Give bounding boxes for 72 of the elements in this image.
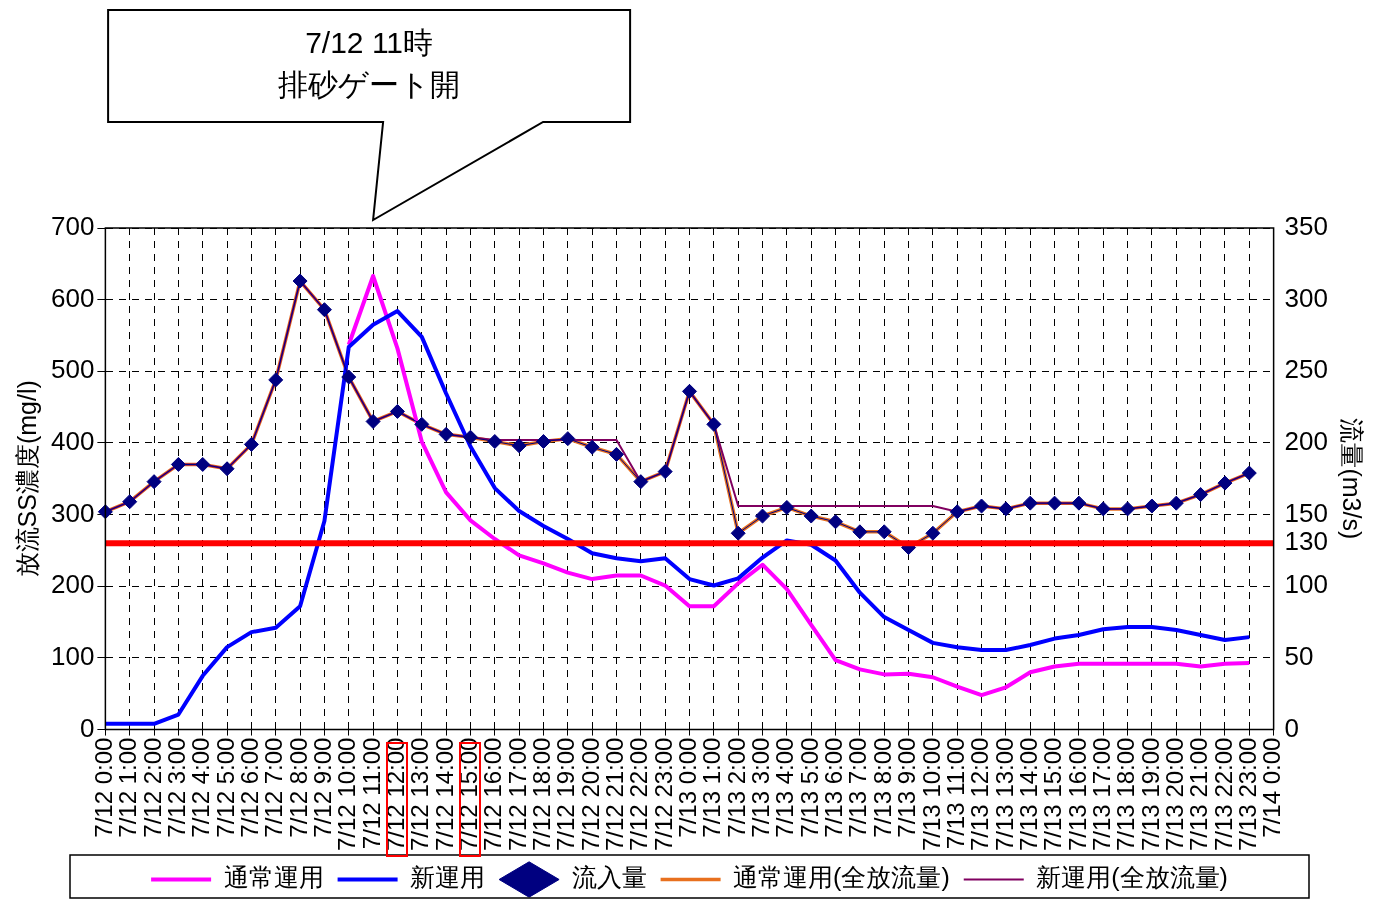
- y-tick-label: 700: [50, 211, 95, 242]
- y2-tick-label: 300: [1284, 282, 1329, 313]
- point: [462, 429, 478, 445]
- point: [316, 302, 332, 318]
- legend-label: 新運用: [410, 863, 486, 892]
- point: [925, 525, 941, 541]
- point: [535, 434, 551, 450]
- point: [438, 426, 454, 442]
- point: [268, 372, 284, 388]
- y2-tick-label: 100: [1284, 569, 1329, 600]
- x-tick-label: 7/14 0:00: [1258, 737, 1286, 838]
- legend-label: 流入量: [571, 863, 647, 892]
- point: [97, 504, 113, 520]
- point: [195, 456, 211, 472]
- y-tick-label: 100: [50, 641, 95, 672]
- point: [803, 508, 819, 524]
- y-tick-label: 500: [50, 354, 95, 385]
- point: [584, 439, 600, 455]
- point: [730, 525, 746, 541]
- y2-tick-label: 150: [1284, 497, 1329, 528]
- point: [1144, 498, 1160, 514]
- legend-label: 新運用(全放流量): [1036, 863, 1228, 892]
- point: [511, 438, 527, 454]
- point: [657, 464, 673, 480]
- point: [974, 498, 990, 514]
- y2-tick-label: 250: [1284, 354, 1329, 385]
- legend-label: 通常運用(全放流量): [733, 863, 950, 892]
- point: [1120, 501, 1136, 517]
- y-tick-label: 600: [50, 282, 95, 313]
- y2-tick-label: 50: [1284, 641, 1314, 672]
- y-tick-label: 400: [50, 426, 95, 457]
- point: [560, 431, 576, 447]
- legend-label: 通常運用: [223, 863, 324, 892]
- y2-axis-title: 流量(m3/s): [1338, 418, 1367, 540]
- point: [633, 474, 649, 490]
- point: [779, 499, 795, 515]
- point: [122, 494, 138, 510]
- point: [876, 524, 892, 540]
- point: [170, 456, 186, 472]
- y2-tick-label: 0: [1284, 712, 1300, 743]
- point: [1193, 487, 1209, 503]
- y-axis-title: 放流SS濃度(mg/l): [12, 380, 41, 578]
- y-tick-label: 200: [50, 569, 95, 600]
- point: [1095, 501, 1111, 517]
- point: [1168, 495, 1184, 511]
- point: [292, 273, 308, 289]
- point: [706, 416, 722, 432]
- point: [949, 504, 965, 520]
- point: [998, 501, 1014, 517]
- point: [852, 524, 868, 540]
- y2-tick-label: 130: [1284, 526, 1329, 557]
- point: [341, 369, 357, 385]
- point: [243, 436, 259, 452]
- y-tick-label: 300: [50, 497, 95, 528]
- point: [414, 416, 430, 432]
- point: [365, 413, 381, 429]
- point: [608, 446, 624, 462]
- point: [219, 461, 235, 477]
- point: [1217, 475, 1233, 491]
- point: [1022, 495, 1038, 511]
- point: [1047, 495, 1063, 511]
- point: [828, 514, 844, 530]
- text: 7/12 11時排砂ゲート開: [278, 26, 461, 102]
- point: [1071, 495, 1087, 511]
- point: [755, 508, 771, 524]
- y2-tick-label: 200: [1284, 426, 1329, 457]
- point: [487, 434, 503, 450]
- point: [1241, 465, 1257, 481]
- y2-tick-label: 350: [1284, 211, 1329, 242]
- point: [146, 474, 162, 490]
- point: [682, 383, 697, 399]
- point: [389, 403, 405, 419]
